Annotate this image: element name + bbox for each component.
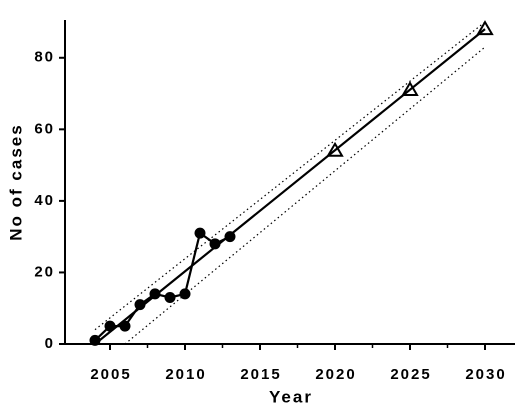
series-line: [94, 28, 486, 345]
x-tick-label: 2025: [390, 366, 431, 383]
point: [209, 238, 221, 250]
x-tick-label: 2030: [465, 366, 506, 383]
x-axis-label: Year: [269, 387, 313, 406]
y-tick-label: 20: [34, 263, 55, 280]
x-tick-label: 2015: [240, 366, 281, 383]
y-tick-label: 60: [34, 120, 55, 137]
confidence-band: [124, 46, 486, 345]
y-tick-label: 80: [34, 49, 55, 66]
y-axis-label: No of cases: [6, 123, 25, 240]
x-tick-label: 2020: [315, 366, 356, 383]
x-tick-label: 2010: [165, 366, 206, 383]
y-tick-label: 0: [45, 335, 55, 352]
point: [179, 288, 191, 300]
point: [164, 291, 176, 303]
point: [134, 299, 146, 311]
point: [194, 227, 206, 239]
x-tick-label: 2005: [90, 366, 131, 383]
y-tick-label: 40: [34, 192, 55, 209]
confidence-band: [94, 21, 486, 331]
series-line: [94, 231, 231, 342]
